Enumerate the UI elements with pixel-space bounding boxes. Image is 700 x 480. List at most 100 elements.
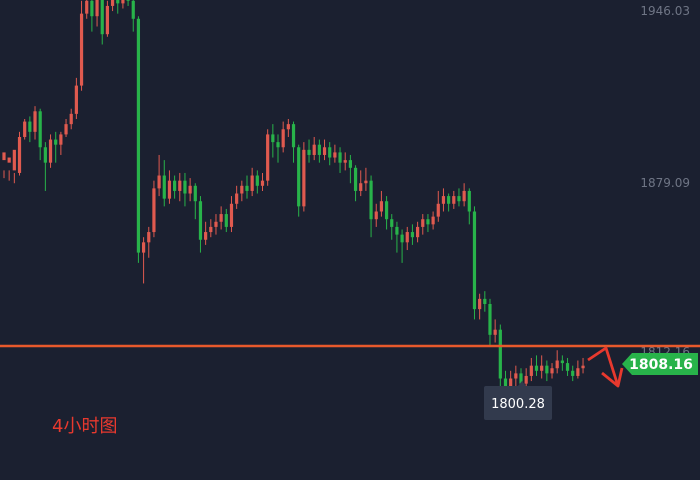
candle-body bbox=[23, 121, 27, 137]
candle-body bbox=[478, 298, 482, 310]
candle-body bbox=[266, 134, 270, 181]
candle-body bbox=[100, 0, 104, 35]
candle-body bbox=[79, 13, 84, 86]
candle-body bbox=[307, 149, 311, 155]
candle-body bbox=[183, 180, 187, 194]
candle-body bbox=[519, 373, 523, 384]
candle-body bbox=[457, 196, 461, 202]
candle-body bbox=[421, 219, 425, 227]
candle-body bbox=[173, 180, 177, 191]
candle-body bbox=[322, 147, 327, 155]
candle-body bbox=[90, 0, 94, 17]
candle-body bbox=[452, 196, 456, 204]
candle-body bbox=[364, 180, 368, 184]
candle-body bbox=[514, 373, 518, 379]
candle-body bbox=[152, 188, 156, 233]
candle-body bbox=[312, 144, 316, 155]
current-price-tag: 1808.16 bbox=[622, 353, 698, 375]
candle-body bbox=[224, 214, 228, 227]
timeframe-label: 4小时图 bbox=[52, 416, 117, 437]
candle-body bbox=[204, 232, 208, 240]
y-axis-label-top: 1946.03 bbox=[640, 4, 690, 18]
y-axis-label-mid: 1879.09 bbox=[640, 176, 690, 190]
candle-body bbox=[410, 232, 415, 238]
candle-body bbox=[545, 365, 549, 374]
candle-body bbox=[359, 183, 363, 191]
candle-body bbox=[235, 193, 239, 204]
candle-body bbox=[281, 129, 285, 148]
candle-body bbox=[560, 360, 564, 364]
candle-body bbox=[395, 226, 399, 235]
candle-body bbox=[405, 232, 409, 243]
candle-body bbox=[472, 211, 477, 310]
candle-body bbox=[524, 375, 528, 384]
forecast-arrow-head bbox=[601, 367, 624, 388]
candle-body bbox=[416, 226, 420, 238]
candle-body bbox=[297, 147, 301, 207]
candle-body bbox=[38, 111, 42, 148]
candle-body bbox=[131, 0, 135, 19]
candle-body bbox=[33, 111, 37, 132]
candle-body bbox=[529, 365, 533, 376]
candle-body bbox=[214, 221, 218, 227]
candle-body bbox=[95, 0, 99, 17]
candles-group bbox=[2, 0, 585, 394]
forecast-arrow bbox=[587, 346, 620, 387]
candle-body bbox=[503, 378, 508, 387]
candle-body bbox=[436, 203, 440, 217]
candle-body bbox=[271, 134, 275, 143]
candle-body bbox=[116, 0, 120, 4]
candle-body bbox=[69, 113, 73, 125]
candle-body bbox=[390, 219, 394, 227]
candle-body bbox=[291, 124, 296, 148]
candle-body bbox=[369, 180, 373, 220]
current-price-label: 1808.16 bbox=[629, 357, 693, 373]
candle-body bbox=[105, 5, 109, 35]
candle-body bbox=[576, 368, 580, 376]
candle-body bbox=[353, 167, 358, 191]
candle-body bbox=[333, 152, 337, 158]
candle-body bbox=[126, 0, 130, 1]
candle-body bbox=[229, 203, 234, 227]
candle-body bbox=[426, 219, 430, 225]
candle-body bbox=[488, 303, 492, 335]
candle-body bbox=[343, 160, 347, 163]
candle-body bbox=[147, 232, 151, 243]
candle-body bbox=[219, 214, 223, 222]
candle-body bbox=[12, 149, 16, 171]
candle-body bbox=[379, 201, 384, 212]
candle-body bbox=[493, 329, 497, 335]
candle-body bbox=[59, 134, 63, 145]
candle-body bbox=[534, 365, 539, 371]
candle-body bbox=[565, 363, 570, 371]
candle-body bbox=[400, 234, 404, 243]
candle-body bbox=[441, 196, 446, 204]
candle-body bbox=[431, 216, 435, 225]
candle-body bbox=[198, 201, 203, 240]
candle-body bbox=[85, 0, 89, 14]
candle-body bbox=[48, 139, 53, 163]
candle-body bbox=[338, 152, 342, 163]
candle-body bbox=[43, 147, 47, 163]
candle-body bbox=[302, 149, 306, 207]
candle-body bbox=[550, 368, 554, 374]
candle-body bbox=[317, 144, 321, 155]
candle-body bbox=[178, 180, 182, 191]
candle-body bbox=[250, 175, 254, 191]
candle-body bbox=[17, 136, 22, 173]
low-price-tag: 1800.28 bbox=[484, 381, 552, 420]
candle-body bbox=[286, 124, 290, 130]
candle-body bbox=[581, 365, 585, 369]
candle-body bbox=[571, 370, 575, 376]
candle-body bbox=[467, 190, 471, 212]
candle-body bbox=[498, 329, 502, 379]
candle-body bbox=[245, 185, 249, 191]
low-price-label: 1800.28 bbox=[491, 397, 545, 412]
candle-body bbox=[348, 160, 352, 168]
candle-body bbox=[209, 226, 213, 233]
candle-body bbox=[328, 147, 332, 158]
candle-body bbox=[509, 378, 513, 387]
candle-body bbox=[136, 18, 141, 253]
